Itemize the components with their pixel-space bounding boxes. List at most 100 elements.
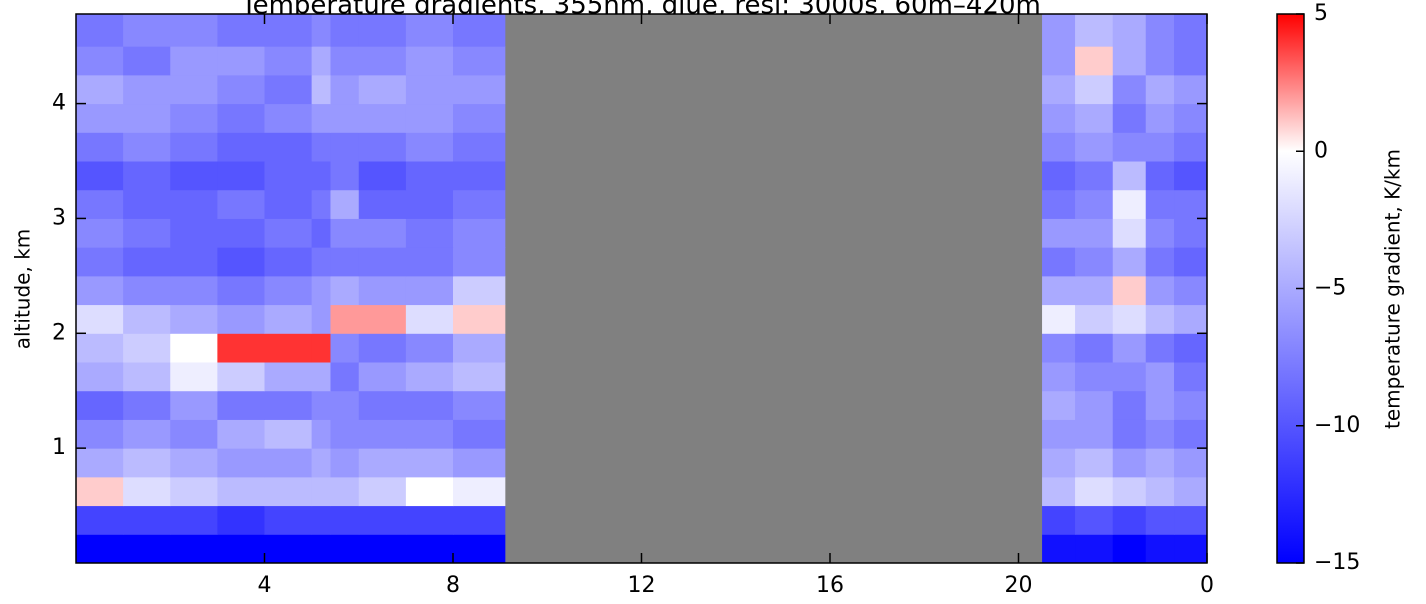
heat-cell bbox=[330, 505, 360, 535]
heat-cell bbox=[1174, 247, 1208, 277]
heat-cell bbox=[1145, 275, 1175, 306]
x-tick-label: 0 bbox=[1200, 573, 1214, 598]
colorbar-tick-label: −5 bbox=[1314, 276, 1346, 301]
heat-cell bbox=[405, 476, 454, 507]
heat-cell bbox=[1075, 476, 1114, 507]
heat-cell bbox=[358, 534, 407, 564]
heat-cell bbox=[358, 218, 407, 248]
heat-cell bbox=[264, 218, 313, 248]
heat-cell bbox=[76, 74, 124, 105]
heat-cell bbox=[1112, 74, 1147, 105]
heat-cell bbox=[217, 247, 265, 277]
heat-cell bbox=[123, 103, 171, 133]
heat-cell bbox=[330, 534, 360, 564]
heat-cell bbox=[1174, 505, 1208, 535]
heat-cell bbox=[405, 74, 454, 105]
y-tick-label: 4 bbox=[52, 91, 66, 116]
heat-cell bbox=[76, 419, 124, 449]
heat-cell bbox=[217, 448, 265, 478]
heat-cell bbox=[170, 448, 218, 478]
heat-cell bbox=[76, 534, 124, 564]
heat-cell bbox=[1145, 218, 1175, 248]
heat-cell bbox=[453, 476, 506, 507]
heat-cell bbox=[123, 362, 171, 392]
heat-cell bbox=[330, 132, 360, 162]
heat-cell bbox=[358, 419, 407, 449]
x-tick-label: 20 bbox=[1005, 573, 1033, 598]
heat-cell bbox=[311, 247, 331, 277]
heat-cell bbox=[311, 74, 331, 105]
heat-cell bbox=[1174, 46, 1208, 76]
heat-cell bbox=[1145, 448, 1175, 478]
heat-cell bbox=[1075, 505, 1114, 535]
heat-cell bbox=[405, 362, 454, 392]
heat-cell bbox=[123, 14, 171, 47]
heat-cell bbox=[1174, 103, 1208, 133]
heat-cell bbox=[1145, 390, 1175, 420]
heat-cell bbox=[1042, 275, 1076, 306]
heat-cell bbox=[1174, 74, 1208, 105]
heat-cell bbox=[1112, 218, 1147, 248]
heat-cell bbox=[264, 304, 313, 334]
heat-cell bbox=[1075, 275, 1114, 306]
heat-cell bbox=[170, 505, 218, 535]
heat-cell bbox=[1174, 476, 1208, 507]
heat-cell bbox=[76, 103, 124, 133]
heat-cell bbox=[264, 448, 313, 478]
heat-cell bbox=[453, 103, 506, 133]
x-tick-label: 4 bbox=[258, 573, 272, 598]
heat-cell bbox=[453, 14, 506, 47]
heat-cell bbox=[453, 390, 506, 420]
heat-cell bbox=[311, 362, 331, 392]
heat-cell bbox=[170, 103, 218, 133]
heat-cell bbox=[358, 390, 407, 420]
heat-cell bbox=[311, 103, 331, 133]
heat-cell bbox=[311, 333, 331, 363]
heat-cell bbox=[311, 390, 331, 420]
heat-cell bbox=[1075, 74, 1114, 105]
heat-cell bbox=[217, 534, 265, 564]
heat-cell bbox=[170, 419, 218, 449]
heat-cell bbox=[1174, 419, 1208, 449]
heat-cell bbox=[1112, 362, 1147, 392]
heat-cell bbox=[1145, 304, 1175, 334]
heat-cell bbox=[311, 275, 331, 306]
heat-cell bbox=[1112, 304, 1147, 334]
heat-cell bbox=[405, 218, 454, 248]
heat-cell bbox=[217, 46, 265, 76]
heat-cell bbox=[264, 476, 313, 507]
heat-cell bbox=[1042, 505, 1076, 535]
heat-cell bbox=[1112, 46, 1147, 76]
heat-cell bbox=[330, 46, 360, 76]
heat-cell bbox=[405, 132, 454, 162]
heat-cell bbox=[358, 304, 407, 334]
heat-cell bbox=[1174, 161, 1208, 191]
heat-cell bbox=[1075, 304, 1114, 334]
heat-cell bbox=[311, 476, 331, 507]
heat-cell bbox=[170, 476, 218, 507]
heat-cell bbox=[1075, 46, 1114, 76]
heat-cell bbox=[217, 505, 265, 535]
heat-cell bbox=[217, 161, 265, 191]
heat-cell bbox=[1145, 247, 1175, 277]
heat-cell bbox=[405, 333, 454, 363]
heat-cell bbox=[330, 448, 360, 478]
heat-cell bbox=[1174, 189, 1208, 219]
heat-cell bbox=[358, 132, 407, 162]
heat-cell bbox=[217, 14, 265, 47]
x-tick-label: 8 bbox=[446, 573, 460, 598]
colorbar-tick-label: 5 bbox=[1314, 1, 1328, 26]
heat-cell bbox=[1075, 218, 1114, 248]
heat-cell bbox=[264, 189, 313, 219]
heat-cell bbox=[1145, 419, 1175, 449]
heat-cell bbox=[123, 333, 171, 363]
heat-cell bbox=[1145, 476, 1175, 507]
heat-cell bbox=[123, 304, 171, 334]
heat-cell bbox=[405, 534, 454, 564]
heat-cell bbox=[1174, 362, 1208, 392]
heat-cell bbox=[264, 333, 313, 363]
heat-cell bbox=[453, 534, 506, 564]
heat-cell bbox=[170, 189, 218, 219]
heat-cell bbox=[453, 333, 506, 363]
